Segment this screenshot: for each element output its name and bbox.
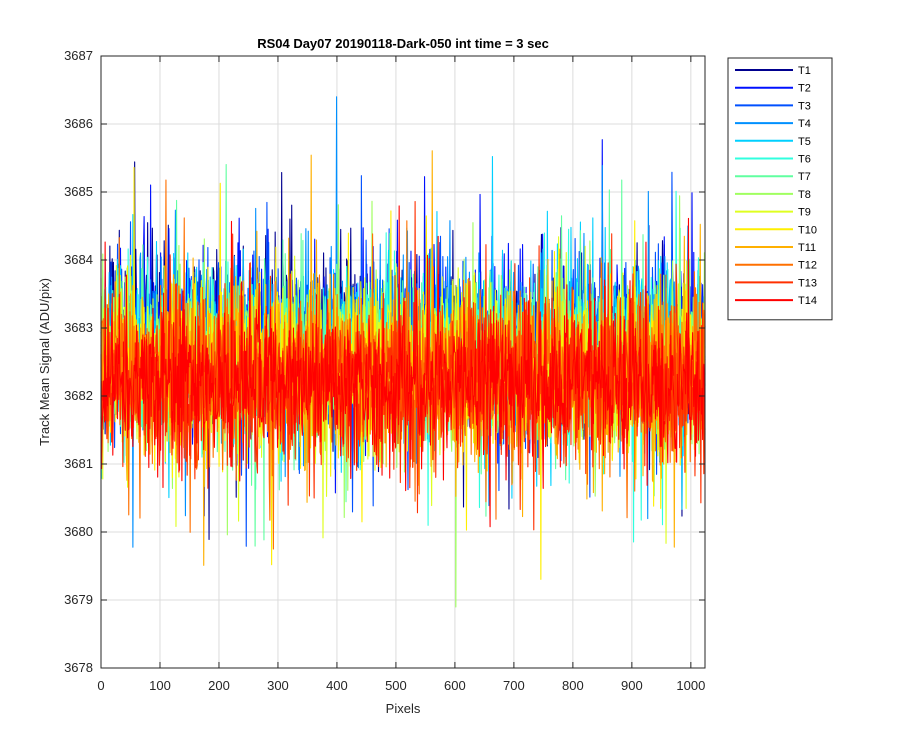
y-tick-label: 3684 <box>64 252 93 267</box>
legend-label-t12: T12 <box>798 260 817 272</box>
x-tick-label: 900 <box>621 678 643 693</box>
y-tick-label: 3678 <box>64 660 93 675</box>
y-tick-label: 3681 <box>64 456 93 471</box>
series-lines <box>100 96 706 608</box>
legend-label-t7: T7 <box>798 171 811 183</box>
legend-label-t13: T13 <box>798 277 817 289</box>
y-axis: 3678 3679 3680 3681 3682 3683 3684 3685 3686 3687 <box>64 48 705 675</box>
legend-label-t6: T6 <box>798 154 811 166</box>
x-axis-label: Pixels <box>386 701 421 716</box>
x-tick-label: 600 <box>444 678 466 693</box>
y-tick-label: 3679 <box>64 592 93 607</box>
x-tick-label: 200 <box>208 678 230 693</box>
legend-label-t2: T2 <box>798 83 811 95</box>
x-tick-label: 500 <box>385 678 407 693</box>
x-tick-label: 800 <box>562 678 584 693</box>
chart-title: RS04 Day07 20190118-Dark-050 int time = … <box>257 36 549 51</box>
x-tick-label: 0 <box>97 678 104 693</box>
legend: T1 T2 T3 T4 T5 T6 T7 T8 T9 T10 T11 T12 T13 T14 <box>727 57 833 321</box>
plot-frame <box>100 55 706 669</box>
legend-label-t10: T10 <box>798 224 817 236</box>
legend-box <box>727 57 833 321</box>
y-tick-label: 3683 <box>64 320 93 335</box>
x-tick-label: 1000 <box>676 678 705 693</box>
x-axis: 0 100 200 300 400 500 600 700 800 900 1000 <box>97 56 705 693</box>
y-tick-label: 3685 <box>64 184 93 199</box>
x-tick-label: 100 <box>149 678 171 693</box>
x-tick-label: 300 <box>267 678 289 693</box>
x-tick-label: 400 <box>326 678 348 693</box>
legend-label-t9: T9 <box>798 207 811 219</box>
y-tick-label: 3680 <box>64 524 93 539</box>
y-tick-label: 3682 <box>64 388 93 403</box>
legend-label-t8: T8 <box>798 189 811 201</box>
legend-label-t3: T3 <box>798 100 811 112</box>
y-axis-label: Track Mean Signal (ADU/pix) <box>37 278 52 446</box>
y-tick-label: 3687 <box>64 48 93 63</box>
legend-label-t11: T11 <box>798 242 816 254</box>
legend-label-t5: T5 <box>798 136 811 148</box>
series-line-t14 <box>100 205 706 528</box>
legend-label-t1: T1 <box>798 65 811 77</box>
x-tick-label: 700 <box>503 678 525 693</box>
legend-label-t14: T14 <box>798 295 817 307</box>
legend-label-t4: T4 <box>798 118 811 130</box>
y-tick-label: 3686 <box>64 116 93 131</box>
